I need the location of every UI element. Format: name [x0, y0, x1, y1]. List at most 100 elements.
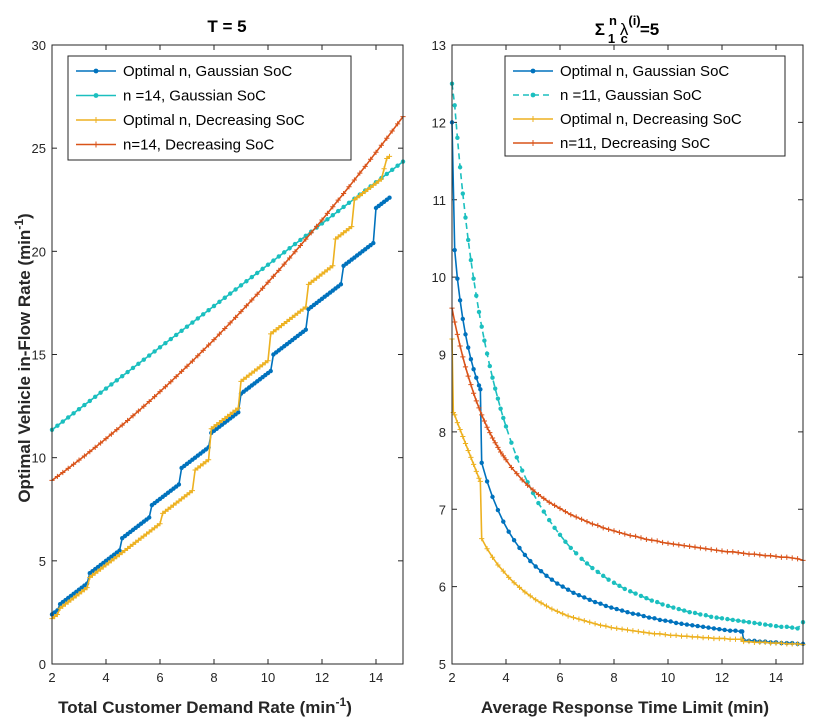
x-tick-label: 12: [715, 670, 729, 685]
data-point: [243, 303, 249, 309]
data-point: [108, 431, 114, 437]
data-point: [751, 639, 757, 645]
x-tick-label: 6: [156, 670, 163, 685]
data-point: [249, 274, 254, 280]
data-point: [465, 447, 471, 454]
data-point: [484, 546, 490, 552]
left-chart-title: T = 5: [207, 17, 246, 36]
y-tick-label: 5: [39, 554, 46, 569]
data-point: [506, 574, 512, 580]
data-point: [641, 629, 647, 635]
data-point: [757, 552, 763, 558]
data-point: [646, 630, 652, 636]
data-point: [495, 396, 501, 401]
data-point: [478, 387, 483, 392]
data-point: [547, 517, 552, 523]
data-point: [624, 627, 631, 633]
y-tick-label: 9: [439, 348, 446, 363]
left-series-layer: [49, 114, 406, 622]
data-point: [460, 191, 465, 196]
data-point: [555, 581, 560, 586]
data-point: [130, 413, 136, 419]
data-point: [589, 521, 595, 527]
data-point: [227, 320, 233, 326]
data-point: [757, 621, 762, 626]
data-point: [665, 603, 671, 609]
data-point: [595, 522, 601, 529]
data-point: [168, 379, 174, 385]
data-point: [741, 638, 747, 645]
data-point: [197, 463, 204, 469]
y-tick-label: 30: [32, 38, 46, 53]
data-point: [292, 249, 298, 255]
data-point: [522, 552, 528, 558]
legend-label: Optimal n, Decreasing SoC: [560, 111, 742, 128]
data-point: [705, 635, 712, 641]
data-point: [476, 475, 482, 481]
series-3: [449, 305, 806, 563]
data-point: [76, 406, 82, 412]
data-point: [671, 605, 676, 610]
data-point: [222, 325, 228, 332]
data-point: [490, 494, 495, 500]
data-point: [265, 279, 271, 285]
data-point: [93, 394, 98, 399]
data-point: [287, 316, 293, 323]
data-point: [157, 389, 163, 395]
data-point: [114, 427, 120, 433]
legend-label: n=11, Decreasing SoC: [560, 135, 710, 152]
data-point: [327, 265, 333, 271]
data-point: [200, 461, 206, 467]
data-point: [668, 632, 674, 638]
data-point: [324, 210, 330, 216]
legend-swatch-marker: [93, 93, 99, 98]
data-point: [462, 364, 469, 370]
data-point: [538, 600, 544, 606]
data-point: [751, 551, 757, 557]
left-legend-box: [67, 55, 352, 161]
data-point: [692, 544, 698, 550]
data-point: [52, 613, 58, 620]
data-point: [660, 539, 666, 546]
data-point: [695, 634, 701, 640]
data-point: [662, 632, 668, 638]
data-point: [165, 506, 171, 512]
data-point: [135, 408, 141, 414]
data-point: [536, 500, 541, 506]
data-point: [60, 603, 66, 609]
data-point: [133, 539, 139, 545]
data-point: [541, 509, 546, 514]
data-point: [395, 163, 400, 168]
data-point: [214, 422, 220, 428]
data-point: [157, 345, 163, 350]
series-line: [451, 83, 804, 630]
data-point: [784, 641, 790, 647]
data-point: [722, 635, 728, 642]
x-tick-label: 14: [769, 670, 783, 685]
data-point: [233, 407, 239, 413]
data-point: [697, 545, 703, 551]
data-point: [308, 279, 314, 285]
data-point: [246, 372, 252, 378]
data-point: [322, 269, 328, 275]
data-point: [384, 171, 389, 177]
data-point: [736, 618, 741, 623]
data-point: [768, 623, 773, 628]
data-point: [562, 508, 568, 515]
data-point: [789, 641, 795, 647]
data-point: [495, 562, 501, 568]
data-point: [503, 424, 509, 429]
data-point: [273, 327, 279, 333]
data-point: [649, 537, 655, 543]
data-point: [195, 316, 200, 321]
x-tick-label: 4: [502, 670, 509, 685]
data-point: [773, 623, 779, 629]
data-point: [719, 548, 725, 554]
data-point: [230, 409, 236, 415]
data-point: [314, 223, 320, 229]
data-point: [549, 577, 555, 582]
data-point: [373, 149, 379, 155]
data-point: [174, 332, 179, 338]
left-legend: Optimal n, Gaussian SoC n =14, Gaussian S…: [67, 55, 352, 161]
